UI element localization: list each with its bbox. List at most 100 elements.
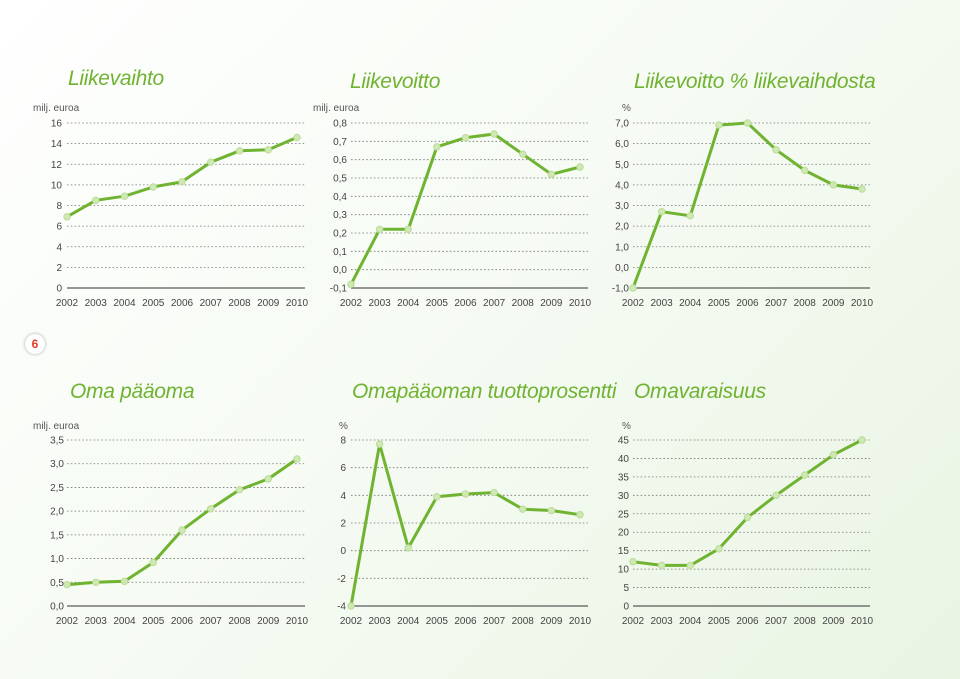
x-tick-label: 2008	[228, 616, 251, 627]
x-tick-label: 2003	[369, 616, 392, 627]
x-tick-label: 2004	[113, 298, 136, 309]
x-tick-label: 2007	[200, 298, 223, 309]
x-tick-label: 2010	[851, 616, 874, 627]
y-tick-label: 0,7	[333, 137, 347, 148]
data-point	[829, 451, 838, 459]
data-point	[433, 143, 441, 151]
y-tick-label: 0	[623, 602, 629, 613]
data-point	[264, 475, 272, 483]
y-tick-label: 0,0	[333, 265, 347, 276]
unit-label: milj. euroa	[313, 103, 360, 114]
data-point	[92, 578, 100, 586]
data-point	[743, 513, 752, 522]
y-tick-label: 3,0	[50, 459, 64, 470]
x-tick-label: 2010	[286, 298, 309, 309]
y-tick-label: 6,0	[615, 139, 629, 150]
y-tick-label: 0,4	[333, 192, 347, 203]
x-tick-label: 2010	[286, 616, 309, 627]
x-tick-label: 2008	[512, 616, 535, 627]
data-point	[63, 580, 71, 589]
x-tick-label: 2002	[56, 616, 79, 627]
x-tick-label: 2010	[569, 616, 592, 627]
x-tick-label: 2009	[822, 616, 845, 627]
y-tick-label: 0,0	[50, 602, 64, 613]
chart-title: Omavaraisuus	[634, 380, 767, 403]
chart-3: Liikevoitto % liikevaihdosta% -1,0 0,0 1,0 2…	[612, 70, 876, 309]
y-tick-label: 3,0	[615, 201, 629, 212]
y-tick-label: 2,0	[50, 507, 64, 518]
y-tick-label: 3,5	[50, 436, 64, 447]
y-tick-label: -2	[337, 574, 346, 585]
data-point	[120, 577, 129, 586]
x-tick-label: 2002	[56, 298, 79, 309]
data-point	[519, 150, 527, 158]
y-tick-label: 7,0	[615, 119, 629, 130]
y-tick-label: -4	[337, 602, 346, 613]
y-tick-label: 6	[340, 463, 346, 474]
y-tick-label: 0	[340, 546, 346, 557]
y-tick-label: 0,8	[333, 119, 347, 130]
y-tick-label: 20	[618, 528, 630, 539]
series-line	[349, 442, 582, 608]
data-point	[490, 488, 498, 497]
y-tick-label: 5	[623, 583, 629, 594]
data-point	[547, 506, 556, 515]
y-tick-label: 25	[618, 509, 630, 520]
y-tick-label: 4	[340, 491, 346, 502]
y-tick-label: 1,0	[615, 242, 629, 253]
x-tick-label: 2009	[257, 616, 280, 627]
x-tick-label: 2005	[708, 616, 731, 627]
data-point	[858, 436, 866, 444]
x-tick-label: 2003	[651, 616, 674, 627]
data-point	[375, 440, 384, 448]
x-tick-label: 2005	[426, 616, 449, 627]
x-tick-label: 2005	[708, 298, 731, 309]
y-tick-label: 0,2	[333, 229, 347, 240]
x-tick-label: 2007	[483, 616, 506, 627]
data-point	[743, 119, 752, 127]
y-tick-label: -0,1	[330, 284, 348, 295]
chart-5: Omapääoman tuottoprosentti% -4 -2 0 2 4 6 8 2002…	[337, 380, 618, 627]
unit-label: milj. euroa	[33, 103, 80, 114]
x-tick-label: 2006	[736, 616, 759, 627]
y-tick-label: 45	[618, 436, 630, 447]
data-point	[772, 491, 780, 500]
x-tick-label: 2010	[569, 298, 592, 309]
x-tick-label: 2008	[794, 616, 817, 627]
y-tick-label: 15	[618, 546, 630, 557]
chart-4: Oma pääoma milj. euroa 0,0 0,5 1,0 1,5 2,0 2,5 3…	[33, 380, 309, 627]
data-point	[433, 493, 441, 501]
y-tick-label: 4,0	[615, 180, 629, 191]
x-tick-label: 2002	[340, 616, 363, 627]
y-tick-label: 35	[618, 472, 630, 483]
data-point	[63, 213, 71, 221]
unit-label: milj. euroa	[33, 421, 80, 432]
y-tick-label: 10	[618, 565, 630, 576]
x-tick-label: 2007	[765, 298, 788, 309]
x-tick-label: 2003	[85, 298, 108, 309]
x-tick-label: 2002	[622, 298, 645, 309]
unit-label: %	[622, 103, 631, 114]
x-tick-label: 2003	[369, 298, 392, 309]
data-point	[149, 183, 157, 191]
x-tick-label: 2007	[483, 298, 506, 309]
data-point	[858, 185, 866, 193]
chart-6: Omavaraisuus% 0 5 10 15 20 25 30 35 40 45 2002 2003 2…	[618, 380, 874, 627]
data-point	[576, 511, 584, 519]
data-point	[715, 545, 723, 553]
x-tick-label: 2005	[426, 298, 449, 309]
x-tick-label: 2006	[454, 298, 477, 309]
y-tick-label: 40	[618, 454, 630, 465]
y-tick-label: 30	[618, 491, 630, 502]
data-point	[657, 561, 666, 570]
x-tick-label: 2006	[454, 616, 477, 627]
x-tick-label: 2002	[340, 298, 363, 309]
data-point	[715, 121, 723, 129]
x-tick-label: 2002	[622, 616, 645, 627]
data-point	[347, 280, 355, 289]
data-point	[207, 505, 215, 513]
data-point	[178, 526, 186, 534]
y-tick-label: 2	[340, 519, 346, 530]
data-point	[235, 147, 244, 155]
